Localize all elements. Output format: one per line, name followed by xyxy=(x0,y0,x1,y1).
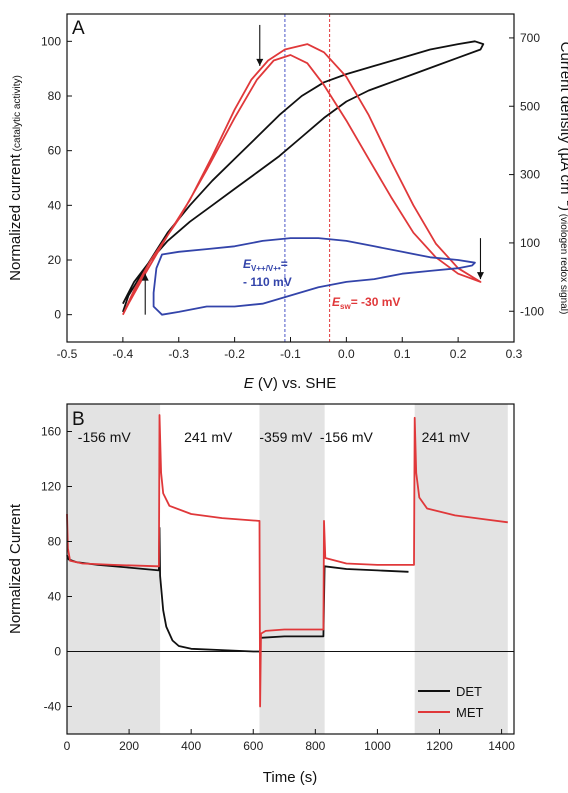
annotation-viologen-base: E xyxy=(243,257,252,271)
panel-b-y-tick-label: 40 xyxy=(48,590,62,604)
panel-b-y-tick-label: 120 xyxy=(41,480,61,494)
panel-a-y-tick-label: 100 xyxy=(41,34,61,48)
panel-b-chart: 0 200 400 600 800 1000 1200 1400 -40 0 40 80 120 160… xyxy=(7,403,515,786)
panel-b-x-tick-label: 1400 xyxy=(488,739,515,753)
panel-b-x-tick-label: 1000 xyxy=(364,739,391,753)
panel-a-x-tick-label: 0.2 xyxy=(450,347,467,361)
annotation-viologen-value: - 110 mV xyxy=(243,275,292,289)
panel-b-x-tick-label: 1200 xyxy=(426,739,453,753)
panel-a-y-tick-label: 40 xyxy=(48,198,62,212)
panel-b-x-ticks: 0 200 400 600 800 1000 1200 1400 xyxy=(64,729,515,753)
panel-b-y-tick-label: 0 xyxy=(54,645,61,659)
panel-a-y-tick-label: 60 xyxy=(48,144,62,158)
arrow-down-0 xyxy=(256,24,264,66)
segment-potential-label: 241 mV xyxy=(422,429,471,445)
panel-a-y2-label-sub: (viologen redox signal) xyxy=(558,211,568,314)
segment-potential-label: -156 mV xyxy=(320,429,374,445)
panel-a-label: A xyxy=(72,18,85,39)
panel-b-plot-frame xyxy=(66,403,515,735)
segment-potential-label: -156 mV xyxy=(78,429,132,445)
panel-b-x-tick-label: 400 xyxy=(181,739,201,753)
panel-a-series-line-0 xyxy=(122,40,485,313)
segment-potential-label: -359 mV xyxy=(259,429,313,445)
panel-a-x-label-rest: (V) vs. SHE xyxy=(254,375,337,392)
annotation-switch-potential: Esw= -30 mV xyxy=(332,295,400,311)
panel-b-segment-labels: -156 mV 241 mV -359 mV -156 mV 241 mV xyxy=(78,429,471,445)
panel-a-series-line-1 xyxy=(122,43,482,316)
panel-b-series xyxy=(66,414,508,708)
panel-b-y-ticks: -40 0 40 80 120 160 xyxy=(41,425,72,714)
panel-a-x-tick-label: -0.5 xyxy=(57,347,78,361)
panel-a-x-ticks: -0.5 -0.4 -0.3 -0.2 -0.1 0.0 0.1 0.2 0.3 xyxy=(57,337,523,361)
panel-b-x-tick-label: 0 xyxy=(64,739,71,753)
panel-a-y-label-sub: (catalytic activity) xyxy=(12,75,23,154)
panel-a-x-label-e: E xyxy=(244,375,255,392)
panel-a-x-tick-label: -0.2 xyxy=(224,347,245,361)
annotation-switch-value: = -30 mV xyxy=(351,295,401,309)
arrow-up-2 xyxy=(141,273,149,315)
panel-a-y2-tick-label: 300 xyxy=(520,168,540,182)
panel-a-y2-label-end: ) xyxy=(557,206,568,211)
shaded-region-2 xyxy=(414,404,508,734)
panel-b-y-tick-label: 160 xyxy=(41,425,61,439)
panel-a-y-tick-label: 0 xyxy=(54,308,61,322)
panel-a-y-label-main: Normalized current xyxy=(7,153,24,281)
panel-a-y2-tick-label: 700 xyxy=(520,31,540,45)
annotation-switch-base: E xyxy=(332,295,341,309)
panel-a-series-line-2 xyxy=(152,237,476,316)
panel-a-x-tick-label: 0.1 xyxy=(394,347,411,361)
panel-b-y-axis-label: Normalized Current xyxy=(7,503,24,634)
panel-b-x-tick-label: 800 xyxy=(305,739,325,753)
panel-a-y2-tick-label: -100 xyxy=(520,304,544,318)
panel-a-x-tick-label: -0.1 xyxy=(280,347,301,361)
panel-b-label: B xyxy=(72,409,85,430)
panel-a-x-tick-label: -0.3 xyxy=(168,347,189,361)
shaded-region-1 xyxy=(259,404,325,734)
annotation-viologen-sub: V++/V+• xyxy=(251,264,281,273)
panel-a-y2-tick-label: 100 xyxy=(520,236,540,250)
panel-a-y2-label-sup: −2 xyxy=(564,195,568,207)
panel-a-series xyxy=(122,40,485,316)
panel-b-x-axis-label: Time (s) xyxy=(263,769,317,786)
panel-b-x-tick-label: 200 xyxy=(119,739,139,753)
panel-b-shaded-regions xyxy=(67,404,508,734)
panel-a-y-ticks: 0 20 40 60 80 100 xyxy=(41,34,72,322)
legend-label-met: MET xyxy=(456,705,484,720)
panel-a-chart: -0.5 -0.4 -0.3 -0.2 -0.1 0.0 0.1 0.2 0.3 0 20 40 60… xyxy=(7,13,568,392)
segment-potential-label: 241 mV xyxy=(184,429,233,445)
panel-b-legend: DET MET xyxy=(418,684,484,720)
annotation-viologen-eq: = xyxy=(281,257,288,271)
panel-a-y2-tick-label: 500 xyxy=(520,99,540,113)
panel-a-x-tick-label: 0.3 xyxy=(506,347,523,361)
panel-a-y-tick-label: 80 xyxy=(48,89,62,103)
panel-a-y-tick-label: 20 xyxy=(48,253,62,267)
panel-b-y-tick-label: 80 xyxy=(48,535,62,549)
panel-a-y2-ticks: -100 100 300 500 700 xyxy=(509,31,544,318)
legend-label-det: DET xyxy=(456,684,482,699)
panel-a-y2-label-main: Current density (µA cm xyxy=(557,42,568,195)
series-line-met xyxy=(66,414,508,708)
annotation-switch-sub: sw xyxy=(340,302,351,311)
panel-a-y2-axis-label: Current density (µA cm−2) (viologen redo… xyxy=(557,42,568,315)
arrow-down-1 xyxy=(476,238,484,280)
annotation-viologen-potential: EV++/V+•= xyxy=(243,257,288,273)
panel-a-x-tick-label: -0.4 xyxy=(113,347,134,361)
panel-b-x-tick-label: 600 xyxy=(243,739,263,753)
panel-a-arrows xyxy=(141,24,484,315)
panel-a-y-axis-label: Normalized current (catalytic activity) xyxy=(7,75,24,281)
panel-a-x-tick-label: 0.0 xyxy=(338,347,355,361)
panel-a-x-axis-label: E (V) vs. SHE xyxy=(244,375,337,392)
panel-b-y-tick-label: -40 xyxy=(44,700,62,714)
